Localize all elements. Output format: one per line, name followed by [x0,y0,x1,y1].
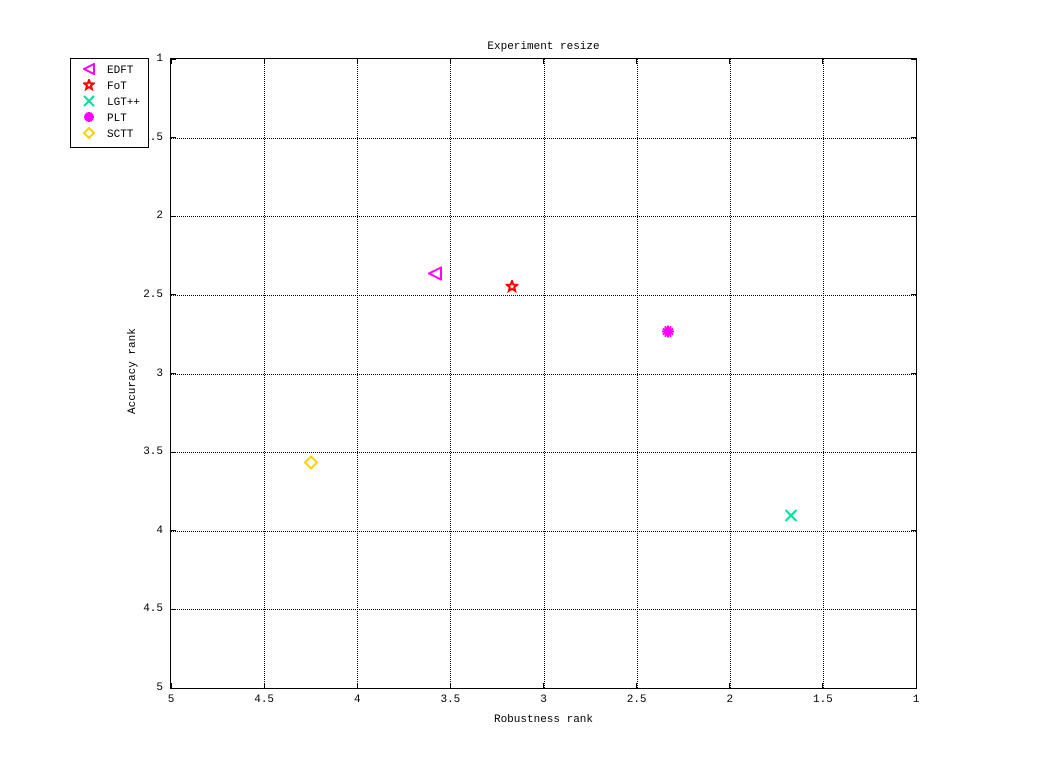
scatter-plot: Experiment resize Robustness rank Accura… [170,58,917,689]
gridline-horizontal [171,138,916,139]
gridline-horizontal [171,452,916,453]
legend-item-plt: PLT [75,111,140,127]
y-tick-label: 3.5 [143,446,163,458]
x-tick-top [916,59,917,64]
x-tick-top [357,59,358,64]
y-tick-label: 5 [156,682,163,694]
y-tick [171,530,176,531]
y-axis-label: Accuracy rank [127,328,139,414]
x-tick [636,683,637,688]
x-tick-label: 1 [913,694,920,706]
data-point-plt [661,325,675,344]
gridline-horizontal [171,295,916,296]
gridline-horizontal [171,531,916,532]
legend-label: FoT [107,81,127,93]
legend-marker-icon [75,95,103,111]
y-tick-label: 3 [156,368,163,380]
y-tick [171,688,176,689]
y-tick [171,59,176,60]
y-tick [171,609,176,610]
x-tick-label: 3.5 [440,694,460,706]
x-tick-label: 2 [726,694,733,706]
y-tick-right [911,59,916,60]
legend-label: SCTT [107,129,133,141]
y-tick-label: 4 [156,525,163,537]
gridline-horizontal [171,374,916,375]
x-tick-label: 4.5 [254,694,274,706]
y-tick-right [911,216,916,217]
chart-title: Experiment resize [171,41,916,53]
gridline-horizontal [171,609,916,610]
y-tick-right [911,452,916,453]
x-tick [264,683,265,688]
y-tick [171,216,176,217]
y-tick-right [911,137,916,138]
data-point-edft [428,267,442,286]
legend-marker-icon [75,79,103,95]
x-tick-top [636,59,637,64]
x-tick-top [822,59,823,64]
x-tick-top [171,59,172,64]
y-tick-label: 4.5 [143,603,163,615]
legend-label: EDFT [107,65,133,77]
legend-marker-icon [75,63,103,79]
x-tick-top [264,59,265,64]
y-tick-right [911,373,916,374]
x-tick [450,683,451,688]
x-tick [729,683,730,688]
legend-label: LGT++ [107,97,140,109]
y-tick-label: 2.5 [143,289,163,301]
y-tick [171,373,176,374]
y-tick-right [911,609,916,610]
x-tick-label: 2.5 [627,694,647,706]
y-tick-right [911,294,916,295]
data-point-lgtplusplus [785,509,798,527]
x-tick-top [543,59,544,64]
x-tick [357,683,358,688]
x-tick-label: 4 [354,694,361,706]
x-tick-top [729,59,730,64]
y-tick-right [911,530,916,531]
x-axis-label: Robustness rank [171,714,916,726]
legend-marker-icon [75,111,103,127]
legend-item-lgtplusplus: LGT++ [75,95,140,111]
legend-item-sctt: SCTT [75,127,140,143]
y-tick [171,137,176,138]
legend-item-edft: EDFT [75,63,140,79]
legend-label: PLT [107,113,127,125]
gridline-horizontal [171,216,916,217]
y-tick [171,452,176,453]
x-tick-top [450,59,451,64]
y-tick-right [911,688,916,689]
x-tick [822,683,823,688]
legend: EDFT FoT LGT++ PLT SCTT [70,58,149,148]
data-point-fot [505,280,518,298]
x-tick [543,683,544,688]
y-tick-label: 2 [156,210,163,222]
x-tick-label: 5 [168,694,175,706]
y-tick [171,294,176,295]
legend-item-fot: FoT [75,79,140,95]
x-tick-label: 1.5 [813,694,833,706]
x-tick-label: 3 [540,694,547,706]
legend-marker-icon [75,127,103,143]
data-point-sctt [304,455,318,474]
y-tick-label: 1 [156,53,163,65]
